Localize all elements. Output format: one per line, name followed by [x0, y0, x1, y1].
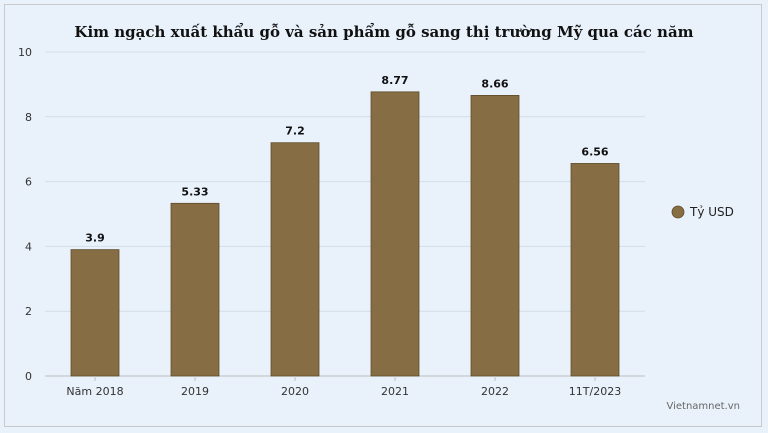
y-axis: 0 2 4 6 8 10 [18, 46, 32, 383]
x-axis: Năm 2018 2019 2020 2021 2022 11T/2023 [66, 376, 621, 398]
data-label: 8.66 [481, 77, 508, 90]
chart-title: Kim ngạch xuất khẩu gỗ và sản phẩm gỗ sa… [74, 23, 693, 41]
bar[interactable] [170, 202, 220, 377]
bars: 3.9 5.33 7.2 8.77 8.66 6.56 [70, 74, 620, 377]
data-label: 8.77 [381, 74, 408, 87]
legend[interactable]: Tỷ USD [671, 205, 734, 219]
source-label: Vietnamnet.vn [666, 401, 740, 412]
grid-lines [45, 51, 645, 377]
bar[interactable] [270, 142, 320, 377]
x-tick-label: 2022 [481, 385, 509, 398]
bar[interactable] [570, 163, 620, 377]
bar[interactable] [70, 249, 120, 377]
x-tick-label: Năm 2018 [66, 385, 123, 398]
data-label: 7.2 [285, 125, 305, 138]
x-tick-label: 2020 [281, 385, 309, 398]
data-label: 6.56 [581, 145, 608, 158]
data-label: 5.33 [181, 185, 208, 198]
y-tick-label: 0 [25, 370, 32, 383]
bar[interactable] [470, 95, 520, 377]
x-tick-label: 2019 [181, 385, 209, 398]
y-tick-label: 10 [18, 46, 32, 59]
y-tick-label: 6 [25, 176, 32, 189]
x-tick-label: 11T/2023 [569, 385, 621, 398]
y-tick-label: 2 [25, 305, 32, 318]
y-tick-label: 4 [25, 240, 32, 253]
data-label: 3.9 [85, 232, 105, 245]
y-tick-label: 8 [25, 111, 32, 124]
bar[interactable] [370, 91, 420, 377]
legend-marker[interactable] [671, 205, 685, 219]
legend-label[interactable]: Tỷ USD [689, 205, 734, 219]
x-tick-label: 2021 [381, 385, 409, 398]
